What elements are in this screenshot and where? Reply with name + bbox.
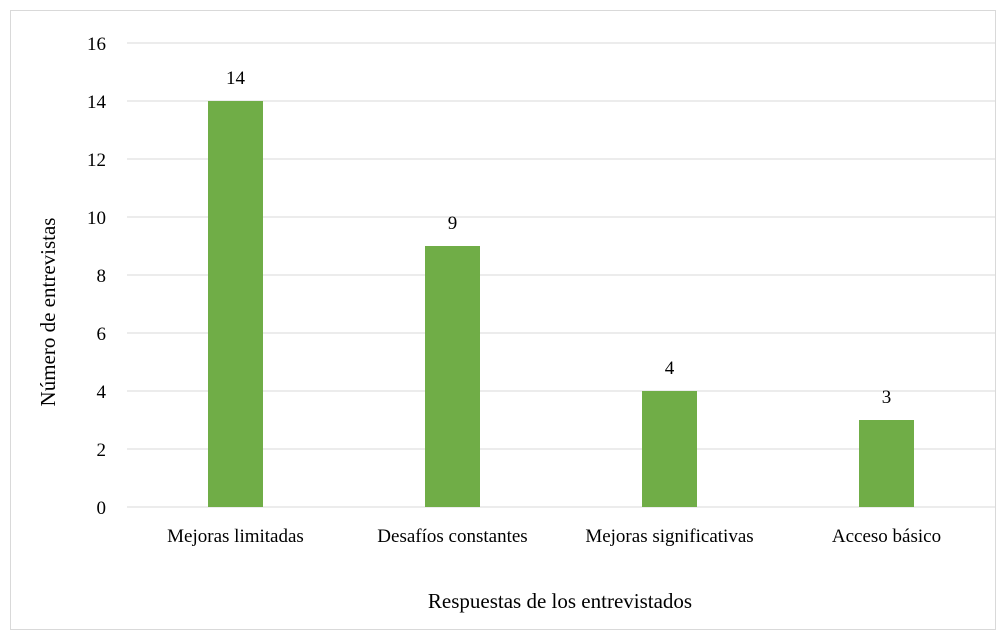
y-tick-label: 12: [87, 150, 106, 171]
chart-area: [10, 10, 996, 630]
y-tick-label: 10: [87, 208, 106, 229]
y-tick-label: 14: [87, 92, 107, 113]
x-tick-label: Mejoras limitadas: [167, 526, 304, 547]
y-tick-label: 4: [97, 382, 107, 403]
data-label: 4: [665, 358, 675, 379]
bar-chart: 0 2 4 6 8 10 12 14 16 14 9 4 3 Mejoras limitadas Des…: [36, 34, 995, 613]
bar: [208, 101, 263, 507]
bar: [425, 246, 480, 507]
y-tick-label: 2: [97, 440, 107, 461]
y-tick-label: 6: [97, 324, 107, 345]
data-label: 9: [448, 213, 458, 234]
data-labels: 14 9 4 3: [226, 68, 891, 408]
x-tick-label: Mejoras significativas: [585, 526, 753, 547]
gridlines: [127, 42, 995, 508]
x-axis-title: Respuestas de los entrevistados: [428, 589, 692, 613]
y-axis-title: Número de entrevistas: [36, 218, 60, 407]
bars: [208, 101, 914, 507]
y-axis-ticks: 0 2 4 6 8 10 12 14 16: [87, 34, 107, 519]
y-tick-label: 8: [97, 266, 107, 287]
x-axis-ticks: Mejoras limitadas Desafíos constantes Mejo…: [167, 526, 941, 547]
y-tick-label: 16: [87, 34, 106, 55]
data-label: 3: [882, 387, 892, 408]
bar: [859, 420, 914, 507]
bar: [642, 391, 697, 507]
y-tick-label: 0: [97, 498, 107, 519]
data-label: 14: [226, 68, 246, 89]
x-tick-label: Acceso básico: [832, 526, 941, 547]
x-tick-label: Desafíos constantes: [377, 526, 527, 547]
